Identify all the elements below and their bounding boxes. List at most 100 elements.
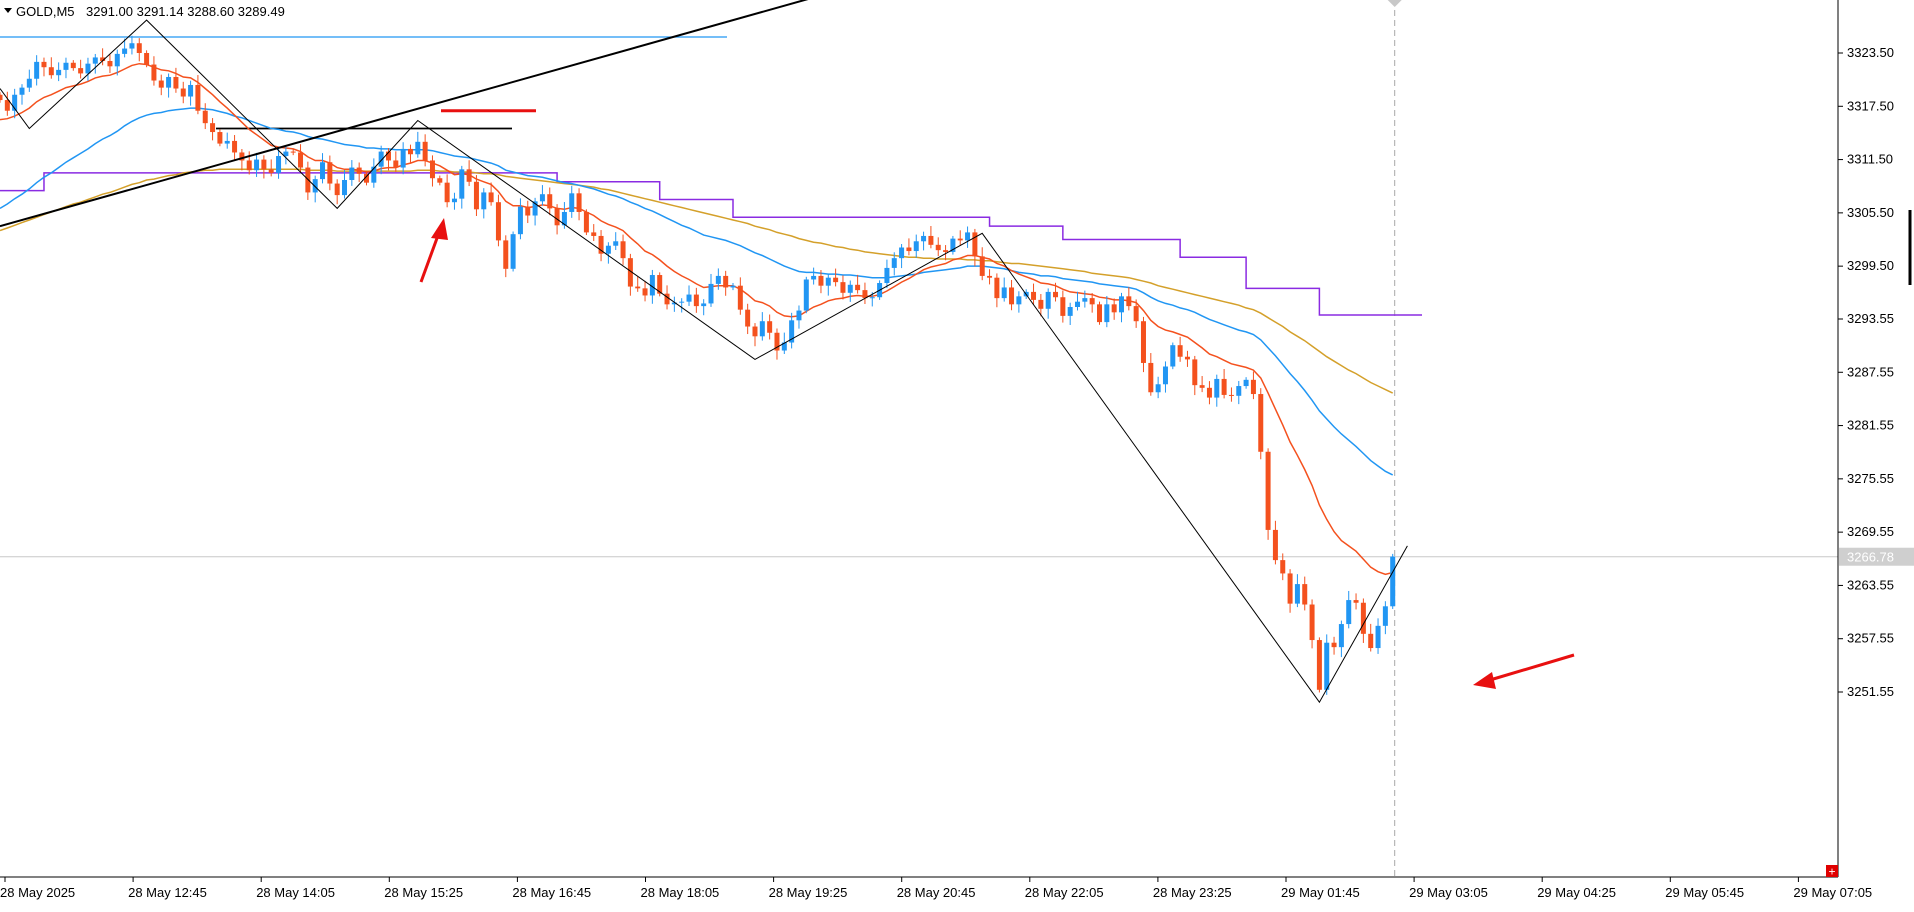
candle[interactable] (796, 305, 802, 329)
candle[interactable] (510, 231, 516, 272)
candle[interactable] (356, 162, 362, 183)
candle[interactable] (591, 224, 597, 242)
candle[interactable] (114, 49, 120, 76)
candle[interactable] (459, 165, 465, 209)
candle[interactable] (34, 55, 40, 86)
candle[interactable] (1001, 277, 1007, 302)
candle[interactable] (921, 231, 927, 251)
candle[interactable] (1265, 448, 1271, 540)
candle[interactable] (180, 81, 186, 104)
candle[interactable] (1170, 342, 1176, 370)
candle[interactable] (1346, 590, 1352, 629)
candle[interactable] (1111, 298, 1117, 320)
candle[interactable] (1118, 292, 1124, 323)
candle[interactable] (1353, 593, 1359, 610)
candle[interactable] (972, 228, 978, 267)
candle[interactable] (210, 118, 216, 141)
candle[interactable] (4, 91, 10, 116)
candle[interactable] (891, 252, 897, 276)
candle[interactable] (151, 56, 157, 86)
candle[interactable] (371, 158, 377, 188)
candle[interactable] (532, 197, 538, 226)
candle[interactable] (613, 232, 619, 251)
triangle-down-icon[interactable] (4, 8, 12, 13)
candle[interactable] (254, 152, 260, 177)
candle[interactable] (1360, 598, 1366, 643)
candle[interactable] (811, 267, 817, 285)
candle[interactable] (539, 185, 545, 206)
candle[interactable] (1243, 377, 1249, 389)
candle[interactable] (1155, 376, 1161, 399)
candle[interactable] (759, 312, 765, 341)
candle[interactable] (261, 155, 267, 179)
candle[interactable] (48, 57, 54, 79)
candle[interactable] (422, 134, 428, 167)
candle[interactable] (1390, 553, 1396, 609)
candle[interactable] (965, 226, 971, 248)
candle[interactable] (708, 273, 714, 307)
candle[interactable] (1126, 287, 1132, 311)
candle[interactable] (547, 187, 553, 216)
candle[interactable] (144, 50, 150, 68)
candle[interactable] (349, 160, 355, 186)
candle[interactable] (1236, 380, 1242, 405)
candle[interactable] (232, 135, 238, 160)
candle[interactable] (1082, 290, 1088, 308)
candle[interactable] (488, 182, 494, 206)
candle[interactable] (415, 131, 421, 158)
candle[interactable] (803, 276, 809, 314)
candle[interactable] (1302, 576, 1308, 611)
candle[interactable] (1199, 376, 1205, 393)
candle[interactable] (92, 53, 98, 74)
candle[interactable] (818, 270, 824, 294)
candle[interactable] (12, 88, 18, 119)
candle[interactable] (503, 235, 509, 278)
candle[interactable] (100, 48, 106, 66)
candle[interactable] (26, 69, 32, 92)
candle[interactable] (1104, 296, 1110, 328)
ema-fast-line[interactable] (0, 62, 1393, 576)
candle[interactable] (202, 103, 208, 130)
candle[interactable] (1060, 290, 1066, 323)
candle[interactable] (1331, 636, 1337, 655)
candle[interactable] (312, 175, 318, 203)
candle[interactable] (737, 277, 743, 315)
candle[interactable] (1075, 291, 1081, 311)
candle[interactable] (767, 314, 773, 340)
candle[interactable] (987, 269, 993, 285)
candle[interactable] (605, 242, 611, 264)
candle[interactable] (1368, 623, 1374, 652)
candle[interactable] (1228, 387, 1234, 402)
add-button[interactable] (1826, 865, 1838, 877)
candle[interactable] (1272, 520, 1278, 565)
candle[interactable] (517, 198, 523, 240)
candle[interactable] (283, 146, 289, 165)
candle[interactable] (583, 209, 589, 236)
step-line-series[interactable] (0, 172, 1423, 316)
candle[interactable] (825, 274, 831, 296)
candle[interactable] (122, 38, 128, 58)
candle[interactable] (1316, 637, 1322, 693)
candle[interactable] (1089, 293, 1095, 313)
candle[interactable] (342, 170, 348, 199)
candle[interactable] (627, 253, 633, 296)
candle[interactable] (635, 276, 641, 292)
candle[interactable] (429, 155, 435, 187)
candle[interactable] (862, 282, 868, 305)
candle[interactable] (78, 59, 84, 79)
candle[interactable] (0, 92, 3, 103)
candle[interactable] (188, 80, 194, 106)
candle[interactable] (1009, 279, 1015, 311)
candle[interactable] (1192, 355, 1198, 396)
candle[interactable] (129, 35, 135, 55)
candle[interactable] (495, 194, 501, 247)
candle[interactable] (1177, 336, 1183, 362)
candle[interactable] (217, 129, 223, 147)
candle[interactable] (158, 74, 164, 96)
candle[interactable] (913, 234, 919, 258)
candle[interactable] (1294, 574, 1300, 608)
candle[interactable] (63, 57, 69, 79)
candle[interactable] (642, 280, 648, 302)
candle[interactable] (334, 179, 340, 205)
